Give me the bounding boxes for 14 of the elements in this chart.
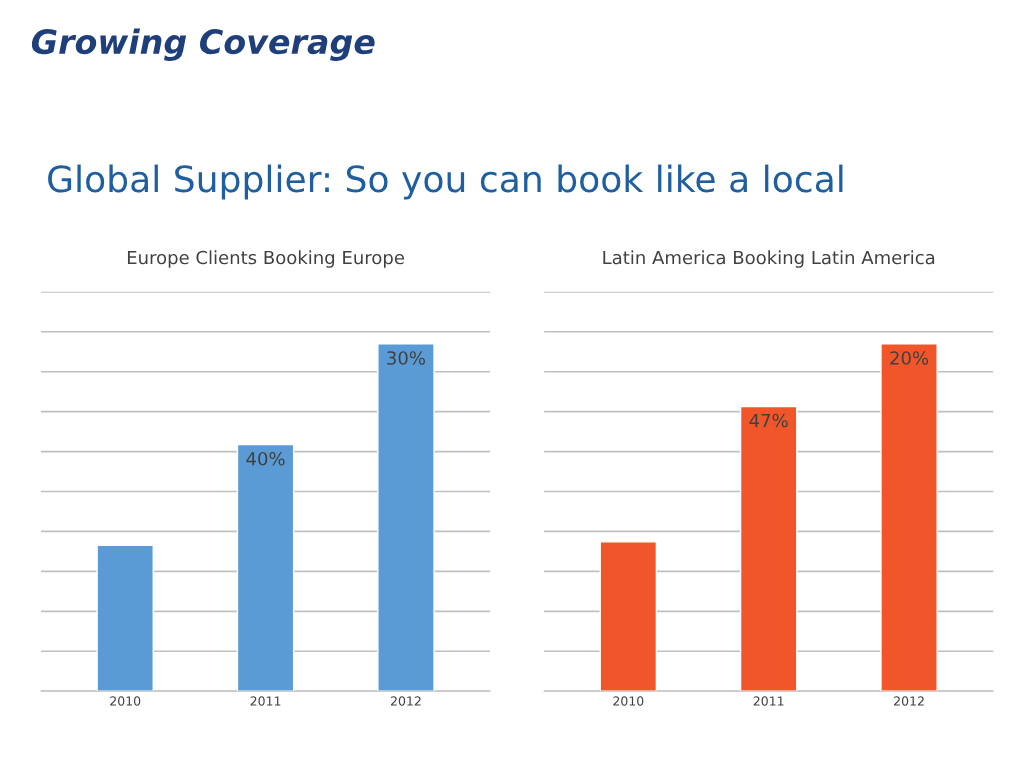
x-tick-label: 2010 (110, 696, 141, 706)
x-tick-label: 2012 (390, 696, 421, 706)
x-tick-label: 2011 (250, 696, 281, 706)
annotation: 30% (387, 351, 426, 365)
x-tick-label: 2010 (613, 696, 644, 706)
chart-title: Europe Clients Booking Europe (127, 250, 404, 268)
x-tick-label: 2011 (753, 696, 784, 706)
chart-title: Latin America Booking Latin America (603, 250, 935, 268)
annotation: 47% (749, 413, 788, 428)
text: Global Supplier: So you can book like a local (48, 164, 843, 200)
x-tick-label: 2012 (894, 696, 924, 706)
text: Growing Coverage (31, 28, 375, 61)
annotation: 40% (246, 451, 285, 466)
annotation: 20% (890, 351, 929, 365)
